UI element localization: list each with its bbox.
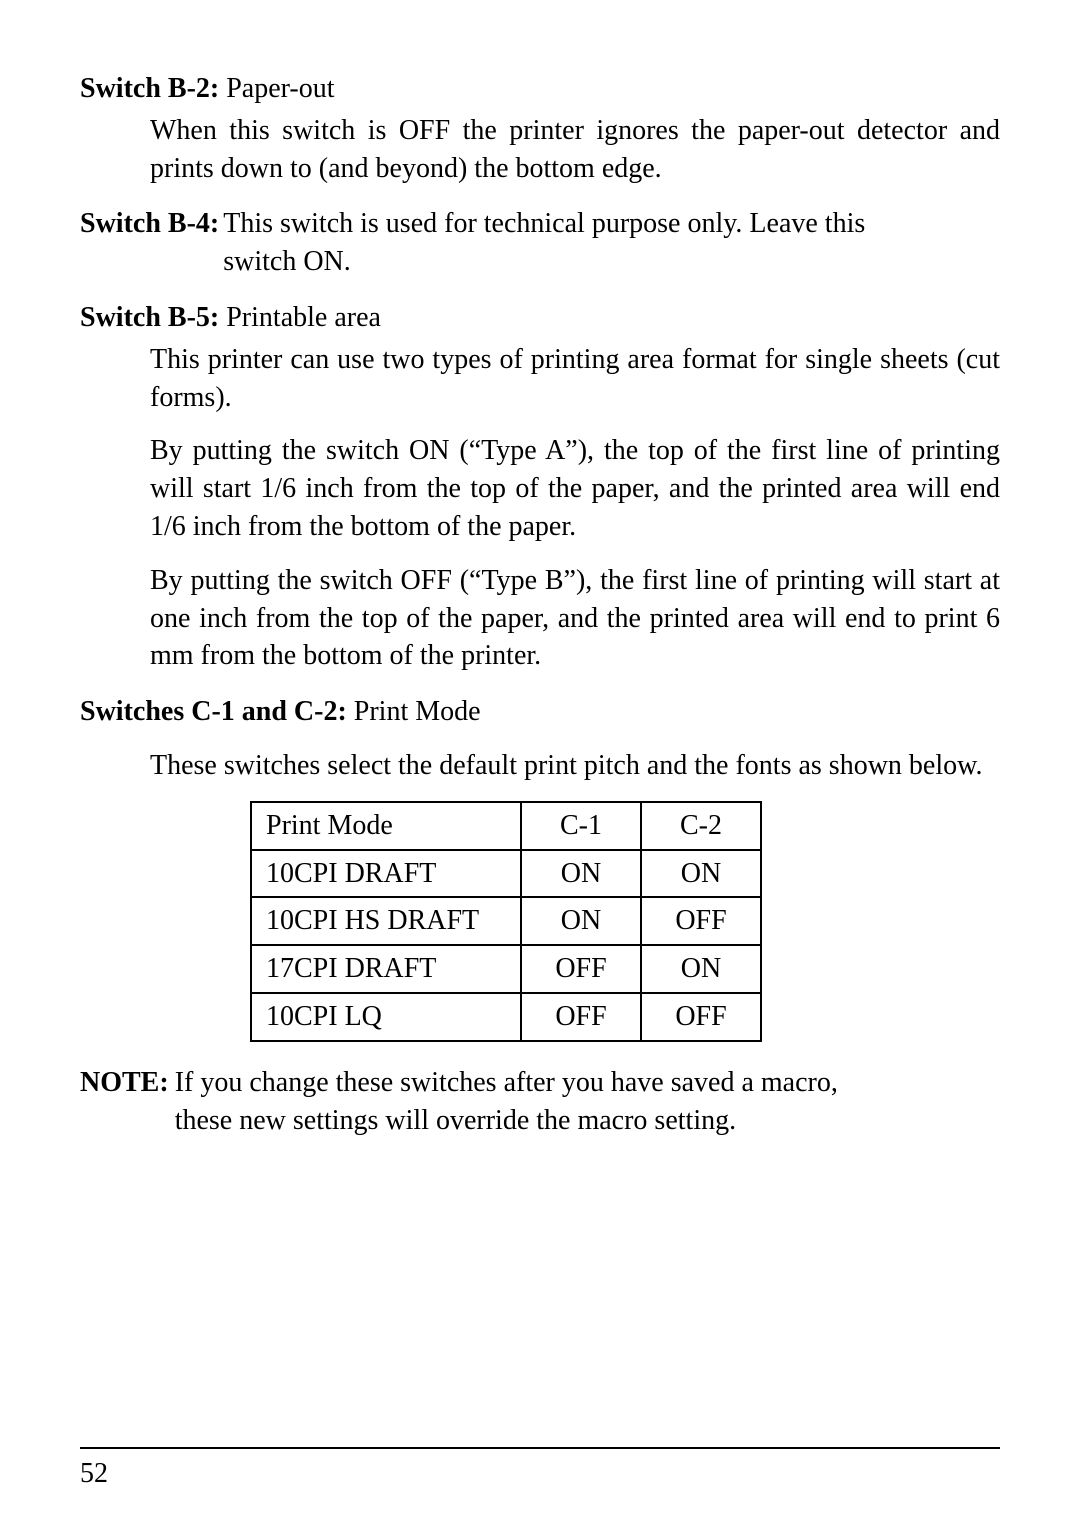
note-line1: If you change these switches after you h… [175, 1064, 1000, 1102]
print-mode-table: Print Mode C-1 C-2 10CPI DRAFT ON ON 10C… [250, 801, 762, 1042]
section-note: NOTE: If you change these switches after… [80, 1064, 1000, 1140]
switch-b5-heading: Switch B-5: Printable area [80, 299, 1000, 337]
note-body: If you change these switches after you h… [175, 1064, 1000, 1140]
switch-b5-label: Switch B-5: [80, 302, 219, 333]
switch-b2-body: When this switch is OFF the printer igno… [80, 112, 1000, 188]
section-switch-b5: Switch B-5: Printable area This printer … [80, 299, 1000, 675]
switches-c-heading: Switches C-1 and C-2: Print Mode [80, 693, 1000, 731]
switch-b5-p2: By putting the switch ON (“Type A”), the… [80, 432, 1000, 545]
table-cell-c2: OFF [641, 993, 761, 1041]
switch-b5-p1: This printer can use two types of printi… [80, 341, 1000, 417]
switch-b5-title: Printable area [226, 302, 381, 333]
table-row: Print Mode C-1 C-2 [251, 802, 761, 850]
switch-b2-heading: Switch B-2: Paper-out [80, 70, 1000, 108]
table-cell-c2: ON [641, 945, 761, 993]
switches-c-intro: These switches select the default print … [80, 747, 1000, 785]
table-row: 10CPI LQ OFF OFF [251, 993, 761, 1041]
page-number: 52 [80, 1455, 1000, 1493]
section-switch-b4: Switch B-4: This switch is used for tech… [80, 205, 1000, 281]
table-cell-mode: 10CPI DRAFT [251, 850, 521, 898]
switch-b4-label: Switch B-4: [80, 205, 219, 243]
section-switch-b2: Switch B-2: Paper-out When this switch i… [80, 70, 1000, 187]
table-header-c2: C-2 [641, 802, 761, 850]
table-row: 10CPI DRAFT ON ON [251, 850, 761, 898]
switches-c-title: Print Mode [354, 696, 481, 727]
document-page: Switch B-2: Paper-out When this switch i… [0, 0, 1080, 1533]
switch-b4-line1: This switch is used for technical purpos… [223, 205, 1000, 243]
table-cell-c2: ON [641, 850, 761, 898]
table-header-c1: C-1 [521, 802, 641, 850]
note-line2: these new settings will override the mac… [175, 1102, 1000, 1140]
switches-c-label: Switches C-1 and C-2: [80, 696, 347, 727]
table-cell-mode: 17CPI DRAFT [251, 945, 521, 993]
switch-b5-p3: By putting the switch OFF (“Type B”), th… [80, 562, 1000, 675]
table-cell-c1: ON [521, 897, 641, 945]
table-cell-c2: OFF [641, 897, 761, 945]
switch-b4-body: This switch is used for technical purpos… [219, 205, 1000, 281]
table-cell-mode: 10CPI LQ [251, 993, 521, 1041]
section-switches-c1-c2: Switches C-1 and C-2: Print Mode These s… [80, 693, 1000, 1042]
switch-b4-line2: switch ON. [223, 243, 1000, 281]
table-header-mode: Print Mode [251, 802, 521, 850]
page-footer: 52 [80, 1447, 1000, 1493]
footer-rule [80, 1447, 1000, 1449]
table-cell-mode: 10CPI HS DRAFT [251, 897, 521, 945]
table-cell-c1: ON [521, 850, 641, 898]
switch-b2-label: Switch B-2: [80, 73, 219, 104]
switch-b2-title: Paper-out [226, 73, 334, 104]
note-label: NOTE: [80, 1064, 175, 1102]
table-row: 10CPI HS DRAFT ON OFF [251, 897, 761, 945]
table-cell-c1: OFF [521, 945, 641, 993]
table-row: 17CPI DRAFT OFF ON [251, 945, 761, 993]
table-cell-c1: OFF [521, 993, 641, 1041]
